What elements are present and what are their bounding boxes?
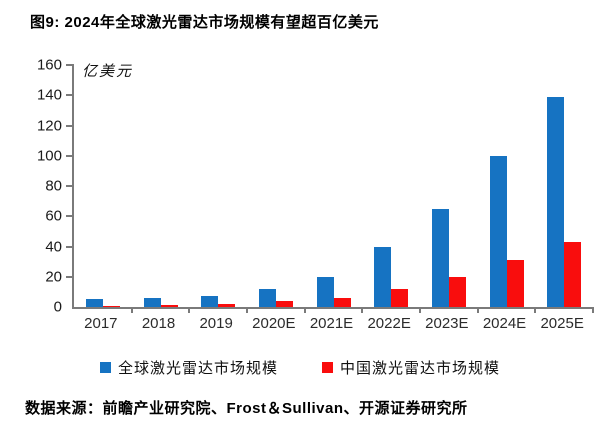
bar-global-2022E	[374, 246, 392, 307]
y-axis-tick-label: 80	[45, 177, 62, 195]
legend-item-china: 中国激光雷达市场规模	[322, 357, 500, 378]
legend-swatch-china	[322, 362, 333, 373]
y-axis-unit-label: 亿美元	[82, 64, 134, 80]
legend: 全球激光雷达市场规模 中国激光雷达市场规模	[0, 357, 600, 378]
bar-global-2023E	[431, 208, 449, 307]
legend-label-china: 中国激光雷达市场规模	[340, 361, 501, 377]
legend-swatch-global	[99, 362, 111, 373]
x-axis-category-label: 2021E	[309, 315, 354, 332]
x-axis-category-label: 2019	[199, 315, 233, 332]
y-axis-tick	[66, 154, 74, 157]
bar-china-2020E	[275, 300, 293, 307]
figure-title: 图9: 2024年全球激光雷达市场规模有望超百亿美元	[30, 14, 379, 31]
bar-global-2024E	[489, 155, 507, 307]
bar-china-2022E	[391, 288, 409, 307]
y-axis-tick-label: 60	[45, 207, 62, 225]
legend-item-global: 全球激光雷达市场规模	[99, 357, 278, 378]
legend-label-global: 全球激光雷达市场规模	[117, 361, 278, 377]
x-axis-category-label: 2022E	[367, 315, 411, 332]
bar-global-2017	[85, 299, 103, 307]
x-axis-tick	[246, 307, 248, 313]
y-axis-tick	[66, 245, 74, 248]
y-axis-tick	[66, 215, 74, 218]
x-axis-tick-labels: 2017 2018 2019 2020E 2021E 2022E 2023E 2024E 202…	[72, 315, 591, 335]
y-axis-tick	[66, 275, 74, 278]
x-axis-tick	[476, 307, 479, 313]
x-axis-tick	[419, 307, 421, 313]
x-axis-category-label: 2023E	[425, 315, 469, 332]
bar-global-2021E	[316, 276, 334, 307]
y-axis-tick-label: 120	[36, 117, 62, 134]
bar-global-2018	[143, 297, 161, 307]
data-source-line: 数据来源：前瞻产业研究院、Frost＆Sullivan、开源证券研究所	[25, 400, 468, 417]
bar-global-2019	[201, 296, 219, 307]
y-axis-tick	[66, 94, 74, 97]
x-axis-category-label: 2017	[84, 315, 118, 332]
y-axis-tick-label: 20	[45, 268, 62, 286]
x-axis-tick	[303, 307, 306, 313]
y-axis-tick	[66, 64, 74, 66]
x-axis-tick	[188, 307, 191, 313]
y-axis-tick-label: 40	[45, 238, 62, 255]
bar-china-2021E	[333, 297, 351, 307]
bar-global-2025E	[547, 96, 565, 307]
x-axis-tick	[361, 307, 364, 313]
x-axis-category-label: 2018	[141, 315, 176, 332]
bar-china-2018	[160, 304, 178, 307]
x-axis-category-label: 2025E	[540, 315, 584, 332]
y-axis-tick-label: 160	[36, 56, 62, 74]
bar-china-2025E	[564, 241, 582, 307]
y-axis-tick	[66, 185, 74, 187]
x-axis-tick	[130, 307, 133, 313]
y-axis-tick-label: 0	[53, 298, 62, 316]
bar-china-2017	[102, 305, 120, 307]
y-axis-tick-label: 100	[36, 147, 62, 165]
bar-china-2024E	[506, 260, 524, 307]
bar-china-2019	[218, 303, 236, 307]
bar-china-2023E	[448, 276, 466, 307]
bar-global-2020E	[258, 288, 276, 307]
y-axis-tick-label: 140	[36, 86, 62, 104]
x-axis-tick	[592, 307, 594, 313]
y-axis-tick-labels: 0 20 40 60 80 100 120 140 160	[0, 57, 62, 316]
y-axis-tick	[66, 124, 74, 127]
x-axis-category-label: 2024E	[482, 315, 527, 332]
x-axis-tick	[534, 307, 537, 313]
x-axis-category-label: 2020E	[252, 315, 296, 332]
plot-area	[66, 64, 594, 313]
